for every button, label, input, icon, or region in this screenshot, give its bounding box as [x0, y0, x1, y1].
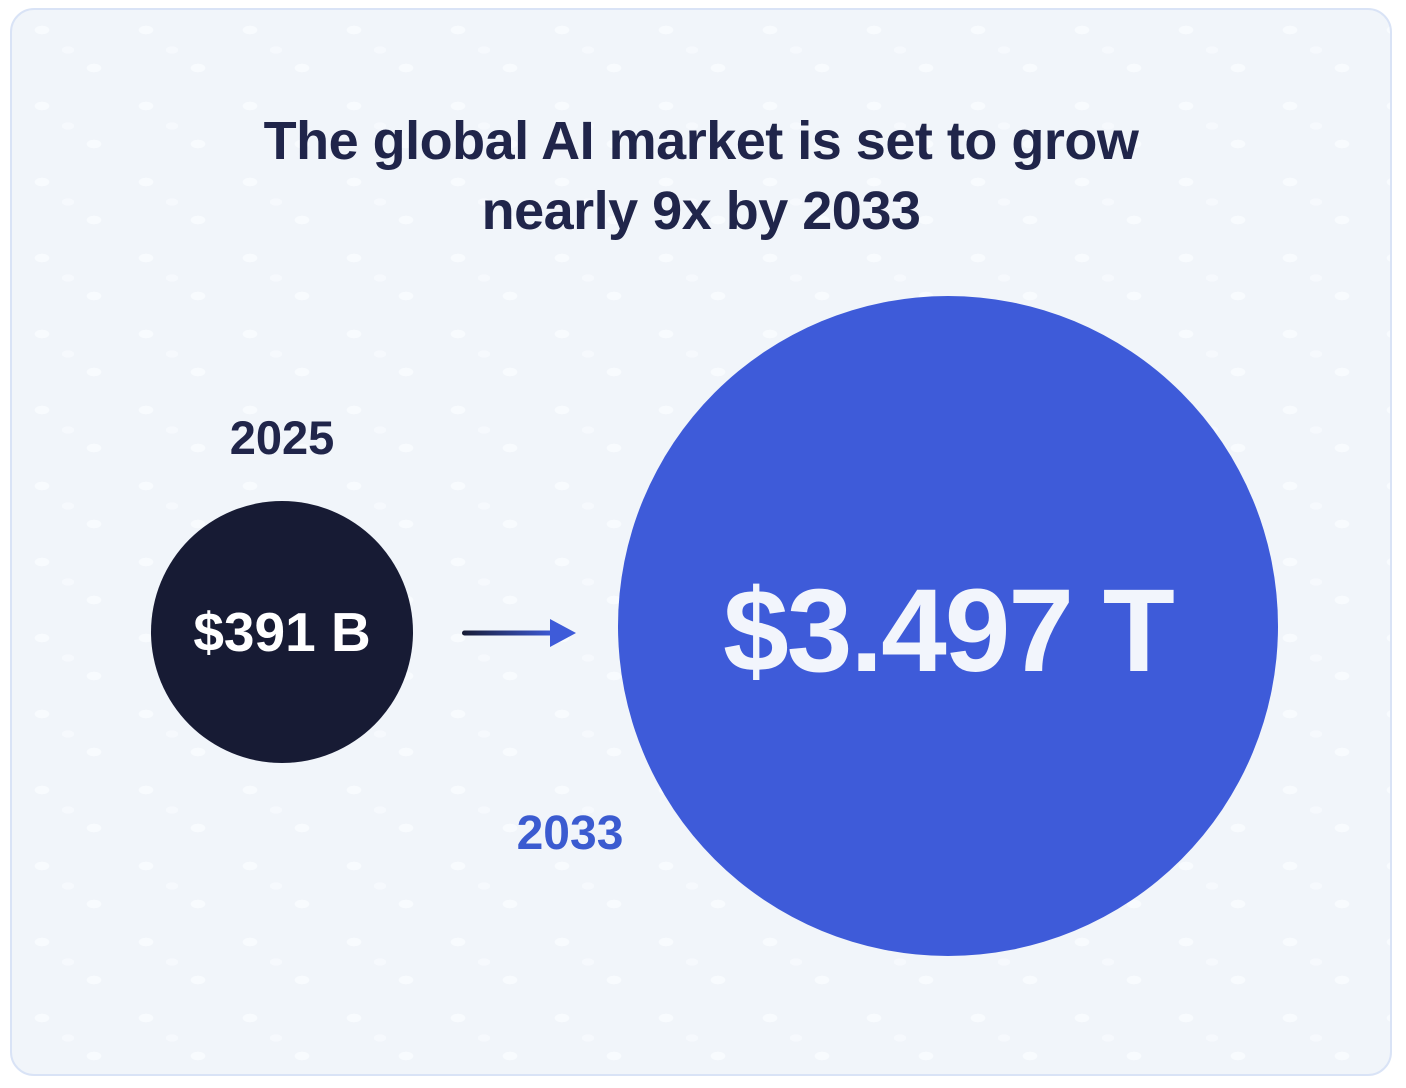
bubble-value-2033: $3.497 T — [723, 565, 1175, 697]
year-label-2033: 2033 — [516, 807, 624, 860]
growth-arrow-icon — [462, 619, 576, 647]
bubble-value-2025: $391 B — [193, 601, 371, 663]
bubble-2025: $391 B — [151, 501, 413, 763]
title-line-1: The global AI market is set to grow — [263, 111, 1139, 171]
year-label-2025: 2025 — [229, 411, 335, 464]
bubble-2033: $3.497 T — [618, 296, 1278, 956]
page-title: The global AI market is set to grow near… — [12, 106, 1390, 246]
chart-card: The global AI market is set to grow near… — [10, 8, 1392, 1076]
title-line-2: nearly 9x by 2033 — [481, 181, 921, 242]
